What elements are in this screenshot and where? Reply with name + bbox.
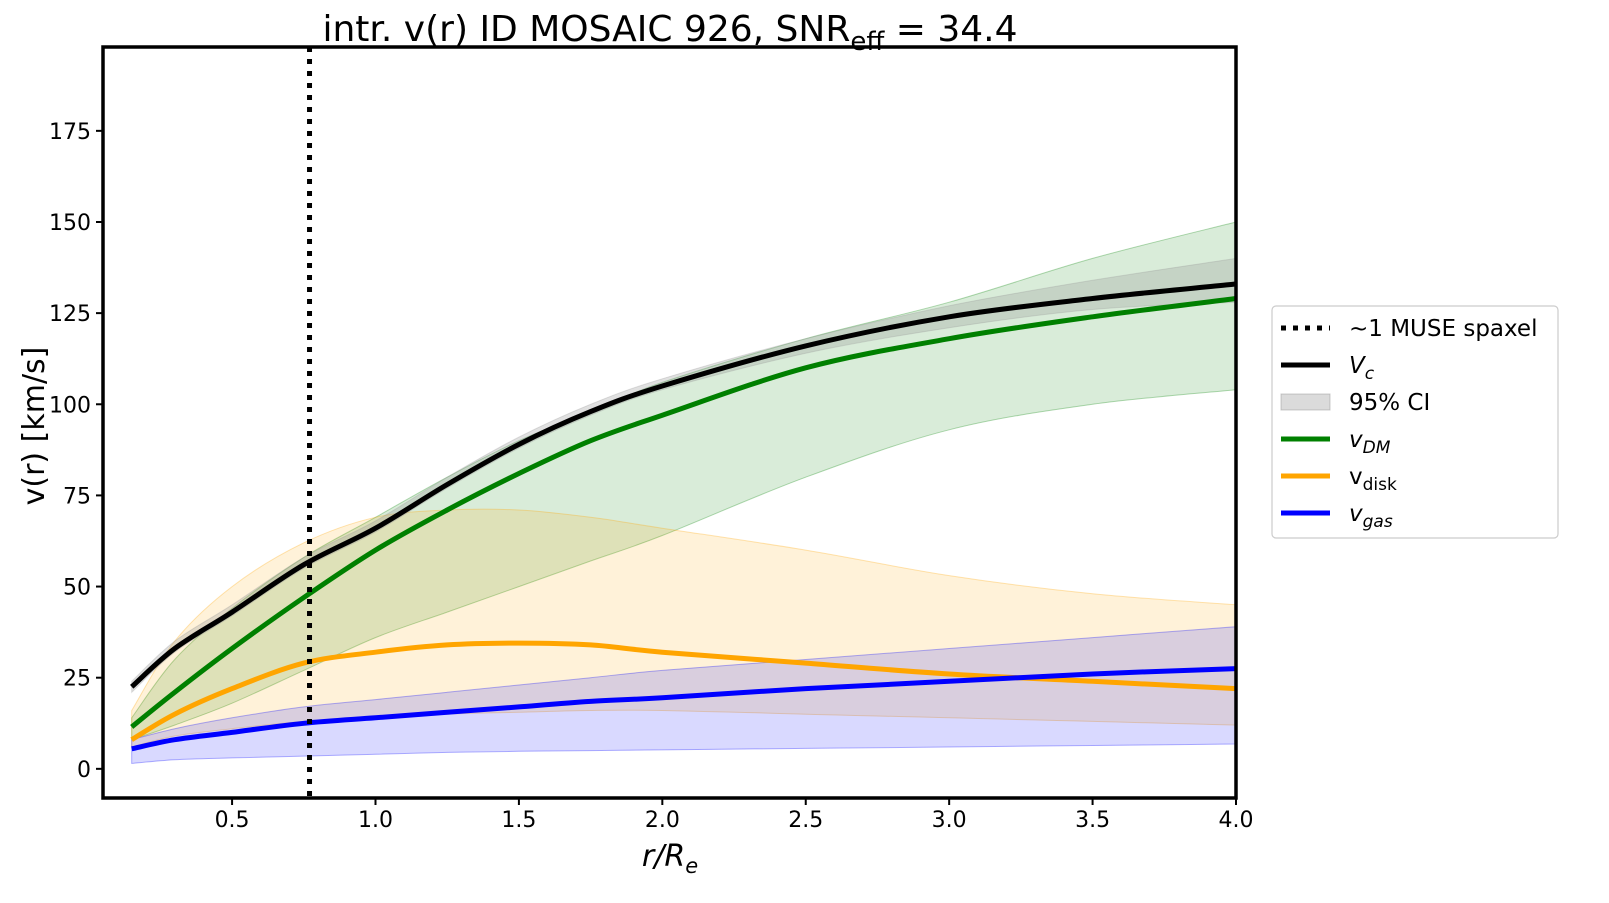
chart-legend: ~1 MUSE spaxel Vc 95% CI vDM vdisk vgas bbox=[1271, 305, 1559, 539]
x-tick-label: 2.0 bbox=[645, 808, 680, 833]
legend-box bbox=[1271, 305, 1559, 539]
legend-handle-ci bbox=[1280, 393, 1331, 411]
y-tick-label: 100 bbox=[49, 393, 91, 418]
legend-label-vline: ~1 MUSE spaxel bbox=[1349, 316, 1537, 342]
y-tick-label: 125 bbox=[49, 302, 91, 327]
y-tick-label: 150 bbox=[49, 211, 91, 236]
x-tick-label: 4.0 bbox=[1219, 808, 1254, 833]
x-tick-label: 3.0 bbox=[932, 808, 967, 833]
y-axis-ticks: 0 25 50 75 100 125 150 175 bbox=[49, 120, 103, 783]
x-axis-ticks: 0.5 1.0 1.5 2.0 2.5 3.0 3.5 4.0 bbox=[215, 798, 1254, 833]
y-tick-label: 50 bbox=[63, 576, 91, 601]
x-tick-label: 2.5 bbox=[788, 808, 823, 833]
series-lines bbox=[130, 281, 1237, 752]
vc-line bbox=[130, 281, 1237, 689]
legend-label-vdm: vDM bbox=[1349, 427, 1391, 458]
legend-label-ci: 95% CI bbox=[1349, 390, 1430, 416]
legend-label-vdisk: vdisk bbox=[1349, 464, 1397, 495]
x-axis-label: r/Re bbox=[642, 839, 698, 878]
y-axis-label: v(r) [km/s] bbox=[17, 347, 52, 506]
y-tick-label: 25 bbox=[63, 667, 91, 692]
legend-label-vc: Vc bbox=[1349, 353, 1375, 384]
vgas-line bbox=[131, 666, 1237, 752]
vdm-line bbox=[130, 296, 1237, 729]
x-tick-label: 1.5 bbox=[501, 808, 536, 833]
legend-label-vgas: vgas bbox=[1349, 501, 1393, 532]
x-tick-label: 1.0 bbox=[358, 808, 393, 833]
vdm-ci-band bbox=[131, 221, 1237, 741]
plot-frame bbox=[101, 45, 1238, 800]
y-tick-label: 0 bbox=[77, 758, 91, 783]
x-tick-label: 0.5 bbox=[215, 808, 250, 833]
y-tick-label: 75 bbox=[63, 484, 91, 509]
x-tick-label: 3.5 bbox=[1075, 808, 1110, 833]
y-tick-label: 175 bbox=[49, 120, 91, 145]
chart-title: intr. v(r) ID MOSAIC 926, SNReff = 34.4 bbox=[322, 9, 1017, 57]
vdisk-line bbox=[130, 640, 1237, 742]
